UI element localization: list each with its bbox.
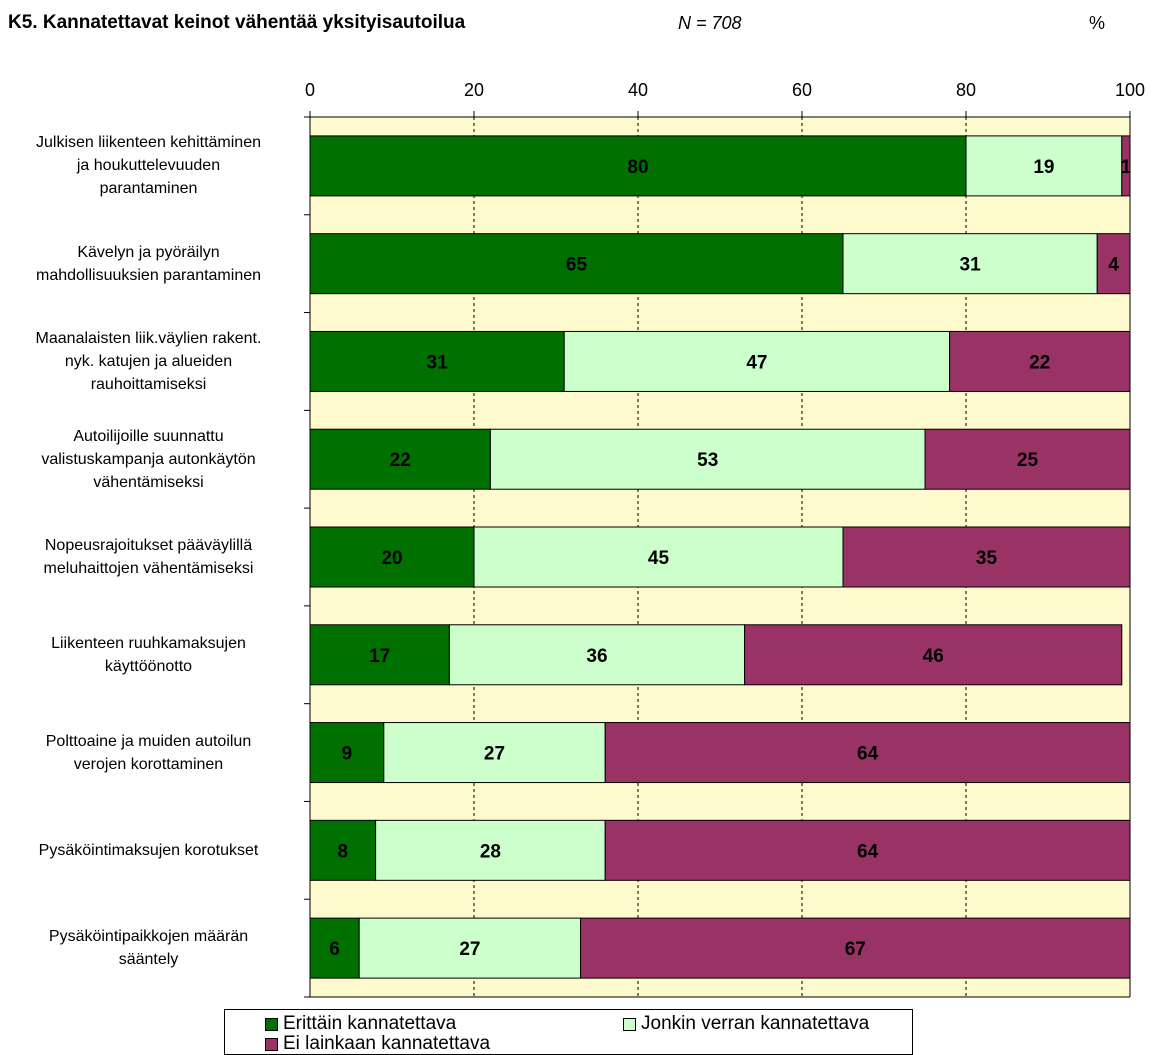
unit-label: % <box>1089 13 1106 33</box>
data-label-4-series-3: 25 <box>1017 450 1039 471</box>
legend-swatch-series-2 <box>623 1017 636 1031</box>
x-tick-label-0: 0 <box>305 80 315 100</box>
category-label: Nopeusrajoitukset pääväylillä meluhaitto… <box>43 537 254 577</box>
x-tick-label-20: 20 <box>464 80 484 100</box>
bar-8-series-1 <box>309 819 377 881</box>
category-label: Pysäköintimaksujen korotukset <box>38 841 259 859</box>
x-tick-label-40: 40 <box>628 80 648 100</box>
data-label-7-series-2: 27 <box>484 744 505 765</box>
data-label-8-series-1: 8 <box>338 841 349 862</box>
data-label-1-series-2: 19 <box>1033 157 1054 178</box>
legend-label-series-2: Jonkin verran kannatettava <box>641 1013 870 1034</box>
bar-6-series-2 <box>448 624 746 686</box>
bar-1-series-1 <box>309 135 967 197</box>
data-label-6-series-3: 46 <box>923 646 944 667</box>
bar-6-series-3 <box>744 624 1123 686</box>
legend: Erittäin kannatettava Jonkin verran kann… <box>224 1009 913 1055</box>
legend-label-series-3: Ei lainkaan kannatettava <box>283 1033 491 1054</box>
bar-3-series-3 <box>949 330 1131 392</box>
data-label-9-series-3: 67 <box>845 939 866 960</box>
data-label-3-series-3: 22 <box>1029 352 1050 373</box>
category-label: Pysäköintipaikkojen määrän sääntely <box>48 928 249 969</box>
category-label: Liikenteen ruuhkamaksujen käyttöönotto <box>51 634 246 675</box>
legend-item-series-3: Ei lainkaan kannatettava <box>265 1034 490 1054</box>
bar-3-series-1 <box>309 330 565 392</box>
data-label-3-series-1: 31 <box>427 352 449 373</box>
data-label-9-series-1: 6 <box>329 939 340 960</box>
bar-1-series-2 <box>965 135 1123 197</box>
data-label-1-series-1: 80 <box>627 157 648 178</box>
data-label-2-series-3: 4 <box>1108 255 1119 276</box>
bar-2-series-2 <box>842 233 1098 295</box>
bar-7-series-1 <box>309 722 385 784</box>
data-label-2-series-1: 65 <box>566 255 588 276</box>
bar-8-series-3 <box>604 819 1131 881</box>
bar-2-series-1 <box>309 233 844 295</box>
data-label-4-series-1: 22 <box>390 450 411 471</box>
legend-swatch-series-3 <box>265 1037 278 1051</box>
category-label: Autoilijoille suunnattu valistuskampanja… <box>41 427 256 491</box>
bar-7-series-3 <box>604 722 1131 784</box>
data-label-6-series-2: 36 <box>586 646 607 667</box>
data-label-5-series-2: 45 <box>648 548 670 569</box>
bar-9-series-3 <box>580 917 1131 979</box>
chart-title: K5. Kannatettavat keinot vähentää yksity… <box>8 12 466 33</box>
sample-size-label: N = 708 <box>678 13 742 33</box>
data-label-9-series-2: 27 <box>459 939 480 960</box>
category-label: Polttoaine ja muiden autoilun verojen ko… <box>45 732 252 773</box>
bar-7-series-2 <box>383 722 606 784</box>
data-label-8-series-3: 64 <box>857 841 879 862</box>
bar-5-series-2 <box>473 526 844 588</box>
category-label: Maanalaisten liik.väylien rakent. nyk. k… <box>35 329 262 393</box>
bar-9-series-2 <box>358 917 582 979</box>
data-label-6-series-1: 17 <box>369 646 390 667</box>
data-label-3-series-2: 47 <box>746 352 767 373</box>
category-label: Kävelyn ja pyöräilyn mahdollisuuksien pa… <box>35 243 262 284</box>
bar-6-series-1 <box>309 624 450 686</box>
data-label-5-series-1: 20 <box>381 548 402 569</box>
x-tick-label-60: 60 <box>792 80 812 100</box>
legend-item-series-1: Erittäin kannatettava <box>265 1014 456 1034</box>
data-label-1-series-3: 1 <box>1121 157 1132 178</box>
x-tick-label-100: 100 <box>1115 80 1145 100</box>
data-label-7-series-1: 9 <box>342 744 353 765</box>
data-label-5-series-3: 35 <box>976 548 998 569</box>
bar-4-series-1 <box>309 428 491 490</box>
bar-4-series-3 <box>924 428 1131 490</box>
bar-5-series-1 <box>309 526 475 588</box>
category-label: Julkisen liikenteen kehittäminen ja houk… <box>35 134 261 198</box>
bar-3-series-2 <box>563 330 951 392</box>
data-label-8-series-2: 28 <box>480 841 501 862</box>
data-label-7-series-3: 64 <box>857 744 879 765</box>
x-tick-label-80: 80 <box>956 80 976 100</box>
legend-item-series-2: Jonkin verran kannatettava <box>623 1014 869 1034</box>
data-label-2-series-2: 31 <box>960 255 982 276</box>
legend-label-series-1: Erittäin kannatettava <box>283 1013 457 1034</box>
data-label-4-series-2: 53 <box>697 450 718 471</box>
bar-8-series-2 <box>375 819 606 881</box>
bar-9-series-1 <box>309 917 360 979</box>
legend-swatch-series-1 <box>265 1017 278 1031</box>
bar-2-series-3 <box>1096 233 1131 295</box>
bar-5-series-3 <box>842 526 1131 588</box>
